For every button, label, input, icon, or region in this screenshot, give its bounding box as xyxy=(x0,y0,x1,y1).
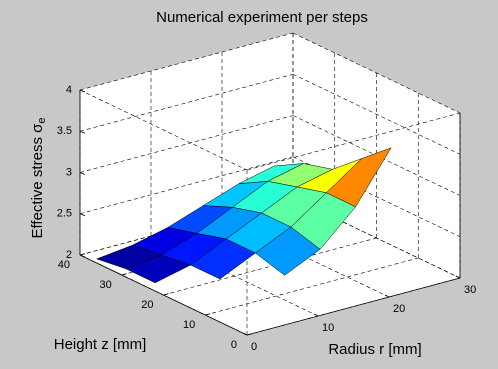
tick-mark xyxy=(79,254,86,258)
grid-line xyxy=(79,32,294,91)
z-tick-label: 3 xyxy=(66,166,72,178)
tick-mark xyxy=(205,313,211,316)
surface-patch xyxy=(190,238,256,280)
tick-mark xyxy=(163,293,169,296)
tick-mark xyxy=(79,213,86,217)
tick-mark xyxy=(384,294,390,298)
x-axis-label: Radius r [mm] xyxy=(328,341,421,358)
z-tick-label: 2.5 xyxy=(57,208,72,220)
z-tick-label: 2 xyxy=(66,249,72,261)
box-edge xyxy=(79,89,248,171)
z-axis-label: Effective stress σe xyxy=(29,118,48,239)
tick-mark xyxy=(313,313,319,317)
grid-line xyxy=(79,115,294,173)
x-tick-label: 10 xyxy=(322,322,334,334)
grid-line xyxy=(79,73,294,132)
y-tick-label: 40 xyxy=(58,259,70,271)
box-edge xyxy=(246,112,461,171)
grid-line xyxy=(292,73,461,155)
surface-patch xyxy=(125,254,192,284)
grid-line xyxy=(292,32,461,114)
grid-line xyxy=(163,237,377,296)
y-tick-label: 10 xyxy=(183,319,195,331)
z-tick-label: 4 xyxy=(66,84,72,96)
grid-line xyxy=(79,156,294,215)
axis-line xyxy=(246,277,461,336)
z-axis-label-subscript: e xyxy=(36,118,48,124)
tick-mark xyxy=(79,253,86,256)
y-tick-label: 20 xyxy=(141,299,153,311)
tick-mark xyxy=(79,89,86,93)
y-tick-label: 30 xyxy=(100,279,112,291)
x-tick-label: 0 xyxy=(251,341,257,353)
surface-patch xyxy=(254,226,321,276)
y-tick-label: 0 xyxy=(231,339,237,351)
x-tick-label: 30 xyxy=(464,284,476,296)
y-axis-label: Height z [mm] xyxy=(54,336,147,353)
z-tick-label: 3.5 xyxy=(57,125,72,137)
tick-mark xyxy=(242,332,248,336)
plot-area xyxy=(79,32,461,336)
chart-title: Numerical experiment per steps xyxy=(156,9,368,26)
tick-mark xyxy=(246,333,253,336)
tick-mark xyxy=(121,273,127,276)
grid-line xyxy=(205,257,419,316)
tick-mark xyxy=(79,130,86,134)
tick-mark xyxy=(79,172,86,175)
x-tick-label: 20 xyxy=(393,303,405,315)
tick-mark xyxy=(455,275,461,279)
z-axis-label-text: Effective stress σ xyxy=(29,123,46,239)
